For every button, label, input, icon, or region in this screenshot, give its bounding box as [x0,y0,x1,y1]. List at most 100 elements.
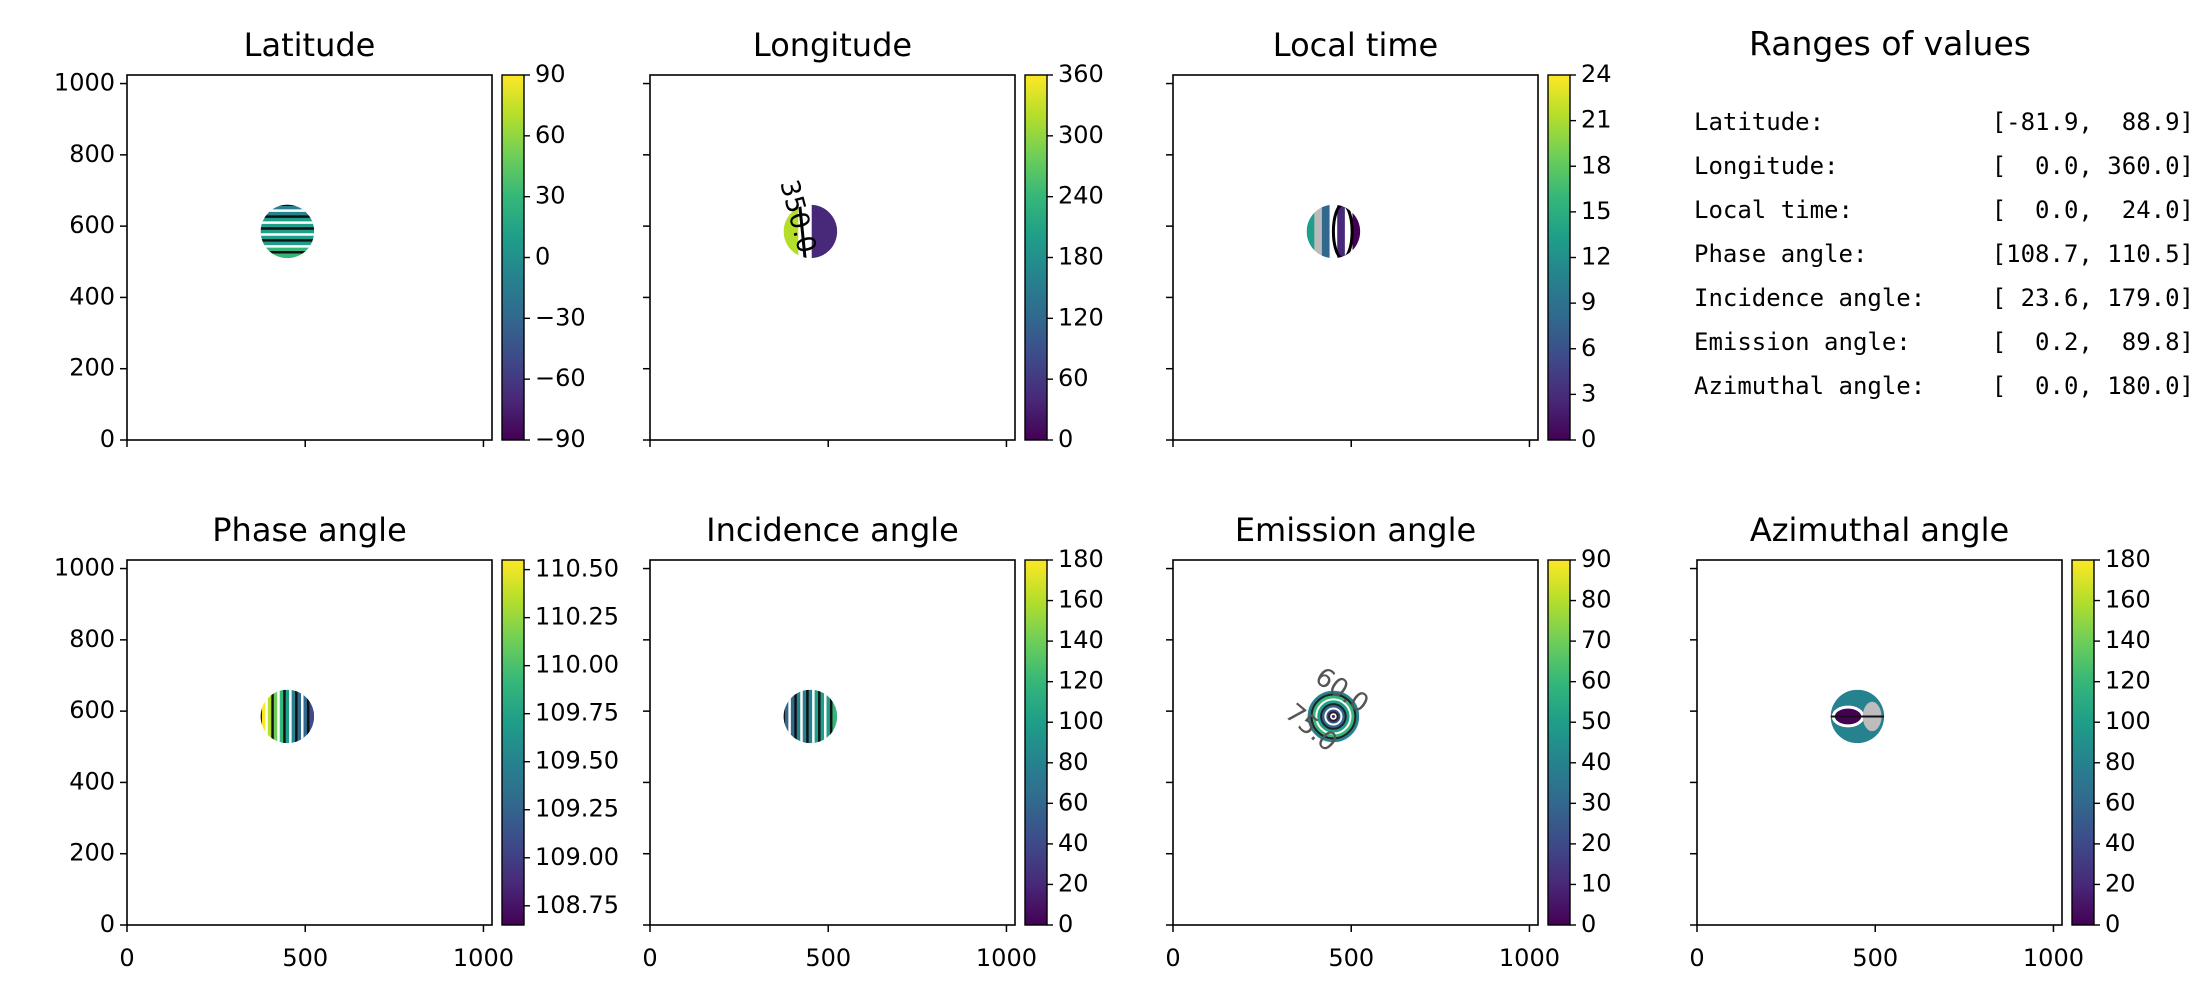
disk-band [272,689,279,744]
colorbar-tick-label: 20 [1058,869,1089,897]
disk-band [296,689,303,744]
disk-band [1321,204,1331,259]
colorbar-tick-label: 120 [1058,303,1104,331]
colorbar [1547,559,1571,926]
colorbar-tick-label: 10 [1581,869,1612,897]
disk-band [260,216,315,223]
colorbar-tick-label: 6 [1581,334,1596,362]
colorbar-tick-label: 110.25 [535,603,619,631]
colorbar-tick-label: 120 [2105,667,2151,695]
colorbar-tick-label: 18 [1581,151,1612,179]
ranges-row: Emission angle: [ 0.2, 89.8] [1694,328,2194,368]
panel-title: Longitude [753,26,912,64]
disk-band [260,234,315,241]
colorbar-tick-label: 60 [1058,788,1089,816]
disk-band [260,204,315,211]
ranges-row: Azimuthal angle: [ 0.0, 180.0] [1694,372,2194,412]
ranges-row-label: Local time: [1694,196,1853,224]
ranges-row-label: Latitude: [1694,108,1825,136]
ranges-row: Local time: [ 0.0, 24.0] [1694,196,2194,236]
y-tick-label: 0 [100,425,115,453]
planet-disk [260,204,315,259]
ranges-row: Longitude: [ 0.0, 360.0] [1694,152,2194,192]
panel-phase: Phase angle 0 500 1000 0 200 400 600 800 1000 110.… [54,511,619,972]
disk-band [260,240,315,247]
ranges-row-label: Incidence angle: [1694,284,1926,312]
colorbar-tick-label: 0 [1581,910,1596,938]
contour-line [798,204,807,259]
x-tick-label: 500 [282,944,328,972]
colorbar-tick-label: 40 [1581,748,1612,776]
panel-title: Latitude [244,26,376,64]
disk-band [260,689,267,744]
disk-band [260,228,315,235]
colorbar-tick-label: 15 [1581,197,1612,225]
ranges-row-value: [108.7, 110.5] [1991,240,2194,268]
x-tick-label: 500 [1852,944,1898,972]
colorbar-tick-label: 180 [1058,243,1104,271]
axes-frame [1172,559,1539,926]
disk-band [819,689,826,744]
y-tick-label: 800 [69,625,115,653]
planet-disk [260,689,315,744]
x-tick-label: 1000 [453,944,514,972]
axes-frame [126,74,493,441]
x-tick-label: 500 [805,944,851,972]
colorbar [1547,74,1571,441]
panel-title: Emission angle [1235,511,1476,549]
colorbar-tick-label: 80 [2105,748,2136,776]
colorbar-tick-label: 109.25 [535,795,619,823]
colorbar-tick-label: 30 [535,182,566,210]
disk-band [1337,204,1346,259]
y-tick-label: 1000 [54,69,115,97]
disk-band [789,689,796,744]
colorbar-tick-label: 24 [1581,60,1612,88]
disk-band [1306,204,1316,259]
x-tick-label: 1000 [976,944,1037,972]
colorbar-tick-label: 30 [1581,788,1612,816]
disk-band [284,689,291,744]
disk-band [266,689,273,744]
disk-band [1314,204,1323,259]
colorbar [501,74,525,441]
disk-band [783,689,790,744]
y-tick-label: 200 [69,839,115,867]
disk-band [278,689,285,744]
axes-frame [126,559,493,926]
y-tick-label: 200 [69,354,115,382]
disk-band [807,689,814,744]
ranges-row-value: [ 0.0, 24.0] [1991,196,2194,224]
axes-frame [1172,74,1539,441]
disk-band [290,689,297,744]
colorbar-tick-label: 180 [2105,545,2151,573]
colorbar-tick-label: 109.00 [535,843,619,871]
colorbar-tick-label: 40 [2105,829,2136,857]
planet-disk [783,689,838,744]
colorbar-tick-label: 90 [535,60,566,88]
colorbar [2071,559,2095,926]
panel-title: Phase angle [212,511,407,549]
colorbar-tick-label: 20 [2105,869,2136,897]
x-tick-label: 1000 [1499,944,1560,972]
contour-line [1331,204,1354,259]
colorbar-tick-label: 80 [1058,748,1089,776]
ranges-panel: Ranges of values Latitude: [-81.9, 88.9]… [1660,20,2200,420]
ranges-row-label: Longitude: [1694,152,1839,180]
y-tick-label: 400 [69,767,115,795]
colorbar-tick-label: 300 [1058,121,1104,149]
planet-disk [1306,689,1361,744]
panel-lat: Latitude 0 200 400 600 800 1000 90 60 30 0 −30 −60 −9… [54,26,586,453]
disk-band [260,210,315,217]
colorbar-tick-label: 60 [535,121,566,149]
colorbar [501,559,525,926]
colorbar-tick-label: 160 [1058,586,1104,614]
disk-band [801,689,808,744]
x-tick-label: 0 [119,944,134,972]
ranges-row-value: [ 0.2, 89.8] [1991,328,2194,356]
disk-band [260,222,315,229]
colorbar-tick-label: 0 [2105,910,2120,938]
colorbar-tick-label: 21 [1581,106,1612,134]
colorbar-tick-label: 109.50 [535,747,619,775]
